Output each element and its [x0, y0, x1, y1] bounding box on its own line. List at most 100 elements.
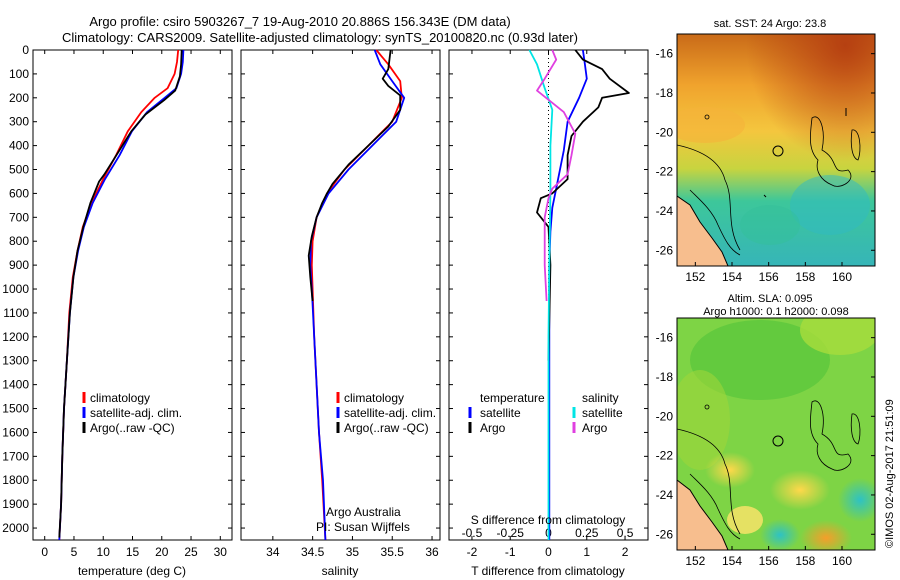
- depth-tick-label: 200: [9, 91, 29, 105]
- temperature-series-argo-raw-qc-: [58, 49, 183, 538]
- sla-map-xtick-label: 156: [759, 554, 779, 568]
- header-line1: Argo profile: csiro 5903267_7 19-Aug-201…: [89, 14, 510, 29]
- difference-legend-temperature: temperature satellite Argo: [468, 391, 545, 435]
- depth-tick-label: 1500: [2, 402, 29, 416]
- difference-series-t-argo: [536, 49, 630, 361]
- sst-map-ytick-label: -18: [656, 86, 674, 100]
- difference-series-s-satellite: [528, 49, 554, 540]
- salinity-xlabel: salinity: [322, 564, 359, 578]
- difference-xtick-label: 1: [583, 545, 590, 559]
- difference-xtick-top-label: 0.5: [617, 526, 634, 540]
- salinity-panel: [240, 49, 441, 541]
- salinity-xtick-label: 34.5: [301, 545, 325, 559]
- salinity-series-argo-raw-qc-: [307, 49, 402, 302]
- sla-map-xtick-label: 158: [795, 554, 815, 568]
- depth-tick-label: 300: [9, 115, 29, 129]
- legend-argo: Argo(..raw -QC): [344, 421, 429, 435]
- salinity-xtick-label: 35: [346, 545, 360, 559]
- header-line2: Climatology: CARS2009. Satellite-adjuste…: [62, 30, 578, 45]
- difference-xtick-top-label: -0.25: [497, 526, 525, 540]
- sst-map-ytick-label: -24: [656, 204, 674, 218]
- imos-stamp: ©IMOS 02-Aug-2017 21:51:09: [884, 399, 896, 548]
- depth-tick-label: 700: [9, 210, 29, 224]
- temperature-xtick-label: 5: [71, 545, 78, 559]
- depth-tick-label: 1200: [2, 330, 29, 344]
- depth-tick-label: 900: [9, 258, 29, 272]
- temperature-legend: climatology satellite-adj. clim. Argo(..…: [82, 391, 182, 435]
- legend-s-argo: Argo: [582, 421, 608, 435]
- sst-map-ytick-label: -22: [656, 165, 674, 179]
- temperature-xtick-label: 25: [184, 545, 198, 559]
- legend-t-satellite: satellite: [480, 406, 521, 420]
- land-coast-sla: [677, 479, 729, 550]
- sla-map-ytick-label: -20: [656, 409, 674, 423]
- salinity-series-climatology: [310, 49, 403, 541]
- legend-temperature-title: temperature: [480, 391, 545, 405]
- annotation-pi: PI: Susan Wijffels: [316, 520, 410, 534]
- sst-map-title: sat. SST: 24 Argo: 23.8: [714, 18, 827, 30]
- difference-xlabel-top: S difference from climatology: [471, 513, 626, 527]
- temperature-series-satellite-adj-clim-: [58, 49, 185, 541]
- sla-map-ytick-label: -16: [656, 331, 674, 345]
- legend-salinity-title: salinity: [582, 391, 619, 405]
- temperature-xtick-label: 10: [97, 545, 111, 559]
- depth-tick-label: 800: [9, 234, 29, 248]
- sla-map-ytick-label: -24: [656, 488, 674, 502]
- argo-location-marker: [772, 145, 784, 157]
- difference-xtick-label: -2: [467, 545, 478, 559]
- legend-satellite: satellite-adj. clim.: [90, 406, 182, 420]
- legend-argo: Argo(..raw -QC): [90, 421, 175, 435]
- salinity-xtick-label: 34: [266, 545, 280, 559]
- temperature-xtick-label: 15: [126, 545, 140, 559]
- depth-tick-label: 1100: [3, 306, 29, 320]
- sst-map-xtick-label: 154: [722, 270, 742, 284]
- sla-map-title2: Argo h1000: 0.1 h2000: 0.098: [703, 306, 849, 318]
- sst-map-xtick-label: 160: [832, 270, 852, 284]
- salinity-xtick-label: 36: [425, 545, 439, 559]
- temperature-xtick-label: 30: [214, 545, 228, 559]
- temperature-xlabel: temperature (deg C): [78, 564, 186, 578]
- depth-tick-label: 1000: [2, 282, 29, 296]
- annotation-argo-australia: Argo Australia: [326, 505, 401, 519]
- legend-climatology: climatology: [344, 391, 404, 405]
- sst-map-xtick-label: 156: [759, 270, 779, 284]
- sst-map: [677, 34, 875, 266]
- depth-tick-label: 1300: [2, 354, 29, 368]
- sst-map-ytick-label: -26: [656, 243, 674, 257]
- argo-location-marker-sla: [772, 435, 784, 447]
- depth-tick-label: 0: [22, 43, 29, 57]
- salinity-legend: climatology satellite-adj. clim. Argo(..…: [336, 391, 436, 435]
- temperature-xtick-label: 20: [155, 545, 169, 559]
- sst-map-frame: [676, 33, 876, 267]
- depth-tick-label: 1800: [2, 473, 29, 487]
- sla-map: [677, 318, 875, 550]
- sla-map-ytick-label: -26: [656, 527, 674, 541]
- sla-map-xtick-label: 152: [685, 554, 705, 568]
- sst-map-xtick-label: 158: [795, 270, 815, 284]
- difference-xtick-label: 0: [545, 545, 552, 559]
- depth-tick-label: 1600: [2, 425, 29, 439]
- difference-xtick-label: 2: [622, 545, 629, 559]
- sla-map-frame: [676, 317, 876, 551]
- land-coast: [677, 195, 729, 266]
- difference-series-s-argo: [536, 49, 577, 302]
- legend-s-satellite: satellite: [582, 406, 623, 420]
- depth-tick-label: 100: [9, 67, 29, 81]
- depth-tick-label: 1400: [2, 378, 29, 392]
- depth-tick-label: 1700: [2, 449, 29, 463]
- salinity-xtick-label: 35.5: [381, 545, 405, 559]
- sla-map-ytick-label: -22: [656, 449, 674, 463]
- sla-map-xtick-label: 154: [722, 554, 742, 568]
- depth-tick-label: 600: [9, 186, 29, 200]
- legend-climatology: climatology: [90, 391, 150, 405]
- depth-tick-label: 500: [9, 163, 29, 177]
- difference-xtick-label: -1: [505, 545, 516, 559]
- sst-map-ytick-label: -16: [656, 47, 674, 61]
- sla-map-ytick-label: -18: [656, 370, 674, 384]
- difference-xtick-top-label: -0.5: [462, 526, 483, 540]
- temperature-series-climatology: [58, 49, 180, 541]
- legend-satellite: satellite-adj. clim.: [344, 406, 436, 420]
- difference-legend-salinity: salinity satellite Argo: [572, 391, 623, 435]
- sst-map-ytick-label: -20: [656, 125, 674, 139]
